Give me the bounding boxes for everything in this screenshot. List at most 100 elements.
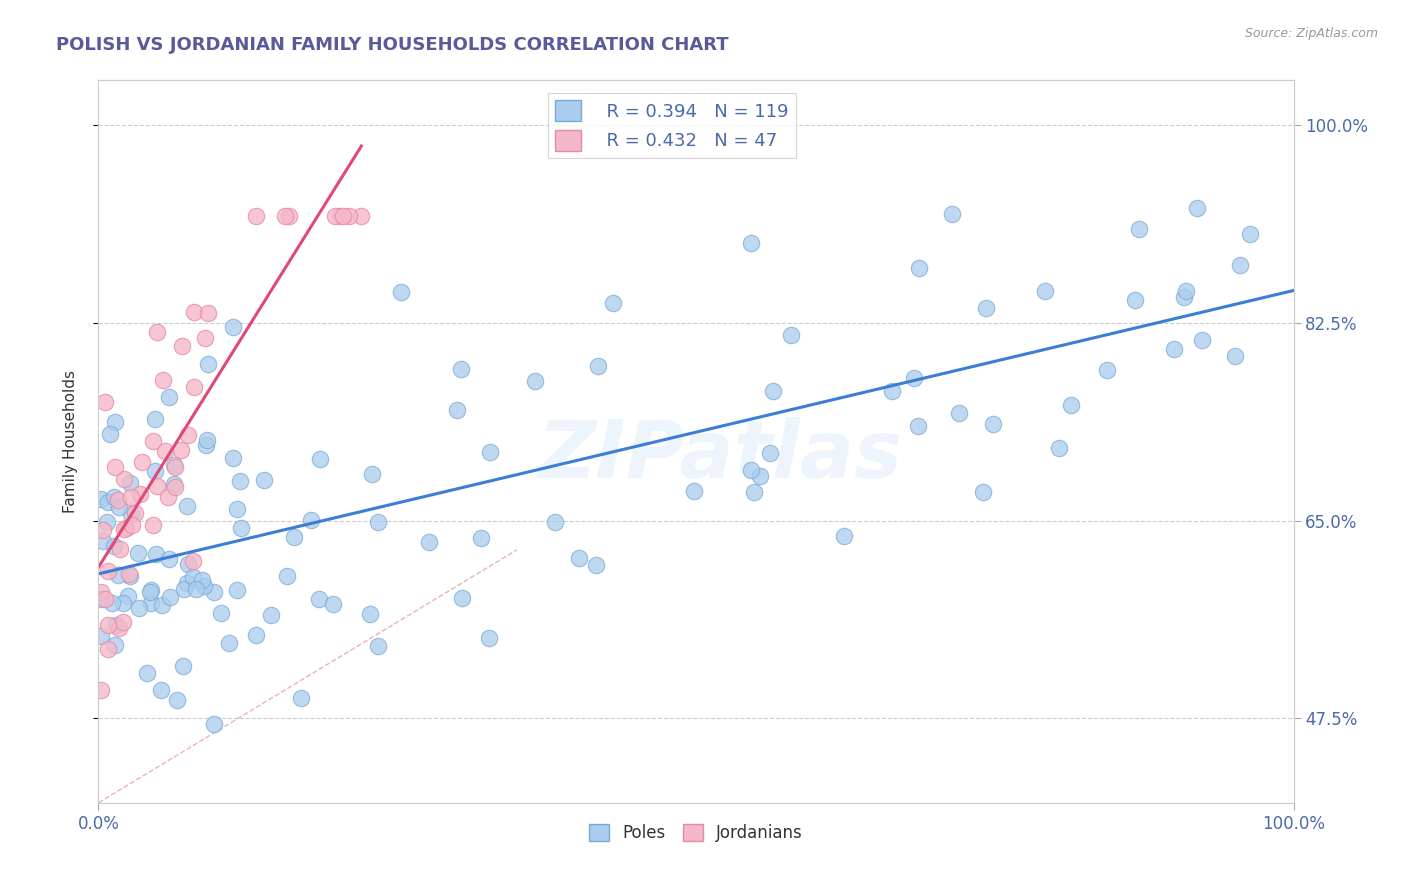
Point: [143, 412, 166, 426]
Point: [163, 459, 186, 474]
Point: [142, 517, 165, 532]
Point: [740, 235, 762, 250]
Point: [762, 384, 785, 398]
Point: [202, 716, 225, 731]
Point: [183, 379, 205, 393]
Point: [98, 427, 121, 442]
Point: [145, 479, 167, 493]
Point: [568, 551, 591, 566]
Point: [97, 617, 120, 632]
Point: [159, 590, 181, 604]
Point: [780, 328, 803, 343]
Point: [176, 575, 198, 590]
Point: [202, 584, 225, 599]
Point: [974, 301, 997, 315]
Point: [197, 357, 219, 371]
Point: [112, 472, 135, 486]
Point: [177, 557, 200, 571]
Point: [948, 406, 970, 420]
Point: [111, 615, 134, 630]
Point: [117, 589, 139, 603]
Point: [127, 546, 149, 560]
Point: [120, 508, 142, 522]
Point: [135, 666, 157, 681]
Point: [120, 490, 142, 504]
Point: [91, 524, 114, 538]
Point: [152, 373, 174, 387]
Point: [283, 530, 305, 544]
Point: [104, 638, 127, 652]
Point: [173, 582, 195, 596]
Point: [157, 552, 180, 566]
Point: [450, 591, 472, 606]
Point: [143, 463, 166, 477]
Point: [290, 691, 312, 706]
Point: [90, 682, 112, 697]
Point: [131, 454, 153, 468]
Point: [191, 573, 214, 587]
Point: [184, 582, 207, 597]
Point: [941, 207, 963, 221]
Point: [229, 474, 252, 488]
Point: [359, 607, 381, 622]
Point: [114, 521, 136, 535]
Point: [163, 458, 186, 472]
Point: [112, 596, 135, 610]
Point: [107, 493, 129, 508]
Text: Source: ZipAtlas.com: Source: ZipAtlas.com: [1244, 27, 1378, 40]
Point: [585, 558, 607, 572]
Point: [90, 491, 112, 506]
Point: [124, 506, 146, 520]
Point: [1047, 441, 1070, 455]
Point: [1223, 349, 1246, 363]
Point: [128, 600, 150, 615]
Point: [1173, 290, 1195, 304]
Point: [682, 483, 704, 498]
Point: [108, 622, 131, 636]
Point: [150, 598, 173, 612]
Point: [166, 693, 188, 707]
Point: [543, 515, 565, 529]
Point: [322, 597, 344, 611]
Point: [172, 339, 194, 353]
Point: [1059, 398, 1081, 412]
Point: [139, 585, 162, 599]
Point: [97, 642, 120, 657]
Point: [523, 374, 546, 388]
Point: [1187, 201, 1209, 215]
Text: ZIPatlas: ZIPatlas: [537, 417, 903, 495]
Point: [181, 570, 204, 584]
Point: [308, 591, 330, 606]
Point: [90, 591, 112, 606]
Point: [450, 361, 472, 376]
Point: [155, 443, 177, 458]
Point: [245, 628, 267, 642]
Point: [120, 569, 142, 583]
Point: [194, 330, 217, 344]
Point: [470, 531, 492, 545]
Point: [145, 547, 167, 561]
Point: [103, 539, 125, 553]
Point: [218, 635, 240, 649]
Point: [332, 209, 354, 223]
Point: [323, 209, 346, 223]
Point: [129, 486, 152, 500]
Point: [1239, 227, 1261, 241]
Point: [759, 446, 782, 460]
Point: [253, 474, 276, 488]
Point: [97, 564, 120, 578]
Point: [908, 261, 931, 276]
Point: [337, 209, 360, 223]
Point: [329, 209, 352, 223]
Point: [1123, 293, 1146, 307]
Point: [90, 629, 112, 643]
Point: [274, 209, 297, 223]
Point: [146, 325, 169, 339]
Point: [367, 515, 389, 529]
Point: [195, 438, 218, 452]
Point: [172, 658, 194, 673]
Point: [226, 582, 249, 597]
Point: [1033, 284, 1056, 298]
Point: [157, 390, 180, 404]
Point: [193, 578, 215, 592]
